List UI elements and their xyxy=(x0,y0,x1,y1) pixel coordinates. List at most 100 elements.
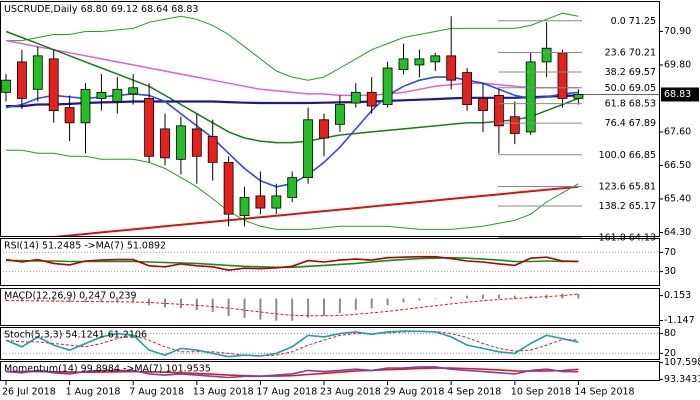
candle-body xyxy=(16,61,27,99)
candle-body xyxy=(128,87,139,95)
candle-body xyxy=(525,61,536,133)
panel-frame xyxy=(0,1,660,237)
indicator-line xyxy=(5,330,579,358)
histogram-bar xyxy=(211,298,214,312)
ohlc-value: 68.83 xyxy=(171,4,198,15)
fib-price: 64.13 xyxy=(629,232,656,243)
indicator-title: RSI(14) 51.2485 ->MA(7) 51.0892 xyxy=(4,241,166,252)
fib-price: 67.89 xyxy=(629,118,656,129)
x-tick-label: 23 Aug 2018 xyxy=(320,387,381,398)
overlay-line xyxy=(6,149,579,230)
fib-level: 76.4 xyxy=(605,118,626,129)
histogram-bar xyxy=(434,298,437,300)
panel-frame xyxy=(0,238,660,286)
histogram-bar xyxy=(418,298,421,301)
candle-body xyxy=(350,91,361,104)
histogram-bar xyxy=(84,298,87,303)
histogram-bar xyxy=(291,298,294,321)
panel xyxy=(5,366,579,379)
y-tick-label: 67.60 xyxy=(664,126,691,137)
candle-body xyxy=(271,195,282,209)
panel xyxy=(5,293,580,321)
fib-level: 61.8 xyxy=(605,98,626,109)
symbol: USCRUDE,Daily xyxy=(4,4,78,15)
indicator-line xyxy=(6,256,579,269)
y-tick-label: 70 xyxy=(664,247,676,258)
candle-body xyxy=(541,47,552,63)
fib-price: 70.21 xyxy=(629,47,656,58)
fib-label: 23.6 70.21 xyxy=(605,47,656,58)
ohlc-value: 68.64 xyxy=(141,4,168,15)
histogram-bar xyxy=(227,298,230,316)
candle-body xyxy=(112,88,123,102)
fib-label: 61.8 68.53 xyxy=(605,98,656,109)
histogram-bar xyxy=(323,298,325,316)
histogram-bar xyxy=(36,298,39,301)
histogram-bar xyxy=(5,298,7,301)
panel-frame xyxy=(0,288,660,326)
candle-body xyxy=(64,107,75,124)
x-tick-label: 7 Aug 2018 xyxy=(129,387,184,398)
chart-title: USCRUDE,Daily 68.80 69.12 68.64 68.83 xyxy=(4,4,198,15)
fib-level: 38.2 xyxy=(605,66,626,77)
candle-body xyxy=(80,88,91,124)
histogram-bar xyxy=(68,298,71,303)
candle-body xyxy=(48,58,59,112)
candle-body xyxy=(175,125,186,160)
candle-body xyxy=(239,197,250,217)
panel xyxy=(0,251,660,273)
histogram-bar xyxy=(52,298,55,302)
y-tick-label: 30 xyxy=(664,266,676,277)
histogram-bar xyxy=(132,298,135,303)
candle-body xyxy=(462,72,473,105)
fib-level: 123.6 xyxy=(599,181,626,192)
x-tick-label: 14 Sep 2018 xyxy=(574,387,634,398)
y-tick-label: 65.40 xyxy=(664,193,691,204)
histogram-bar xyxy=(513,295,516,299)
candle-body xyxy=(573,94,584,99)
y-tick-label: -1.147 xyxy=(664,315,695,326)
histogram-bar xyxy=(338,298,341,313)
candle-body xyxy=(366,91,377,107)
histogram-bar xyxy=(195,298,198,311)
candle-body xyxy=(334,104,345,125)
overlay-line xyxy=(6,12,579,81)
candle-body xyxy=(191,128,202,157)
candle-body xyxy=(223,161,234,215)
histogram-bar xyxy=(164,298,166,308)
fib-label: 161.8 64.13 xyxy=(599,232,656,243)
histogram-bar xyxy=(561,293,564,299)
fib-price: 65.17 xyxy=(629,200,656,211)
candle-body xyxy=(493,95,504,127)
candle-body xyxy=(414,58,425,66)
panel-frame xyxy=(0,361,660,381)
panel xyxy=(1,12,584,237)
candle-body xyxy=(96,91,107,99)
histogram-bar xyxy=(482,294,484,299)
histogram-bar xyxy=(148,298,151,306)
candle-body xyxy=(1,79,11,93)
x-tick-label: 13 Aug 2018 xyxy=(193,387,254,398)
fib-label: 38.2 69.57 xyxy=(605,66,656,77)
fib-label: 138.2 65.17 xyxy=(599,200,656,211)
candle-body xyxy=(144,98,155,157)
candle-body xyxy=(255,195,266,209)
histogram-bar xyxy=(100,298,103,303)
histogram-bar xyxy=(402,298,405,303)
panel xyxy=(0,330,660,358)
histogram-bar xyxy=(497,294,500,299)
candle-body xyxy=(32,55,43,90)
histogram-bar xyxy=(243,298,246,318)
x-tick-label: 17 Aug 2018 xyxy=(256,387,317,398)
fib-label: 76.4 67.89 xyxy=(605,118,656,129)
candle-body xyxy=(478,98,488,112)
histogram-bar xyxy=(307,298,310,318)
x-tick-label: 26 Jul 2018 xyxy=(2,387,56,398)
histogram-bar xyxy=(275,298,278,321)
candle-body xyxy=(430,55,441,63)
last-price-box xyxy=(661,87,699,102)
fib-label: 123.6 65.81 xyxy=(599,181,656,192)
histogram-bar xyxy=(259,298,262,320)
indicator-line xyxy=(6,367,579,377)
candle-body xyxy=(319,119,329,139)
